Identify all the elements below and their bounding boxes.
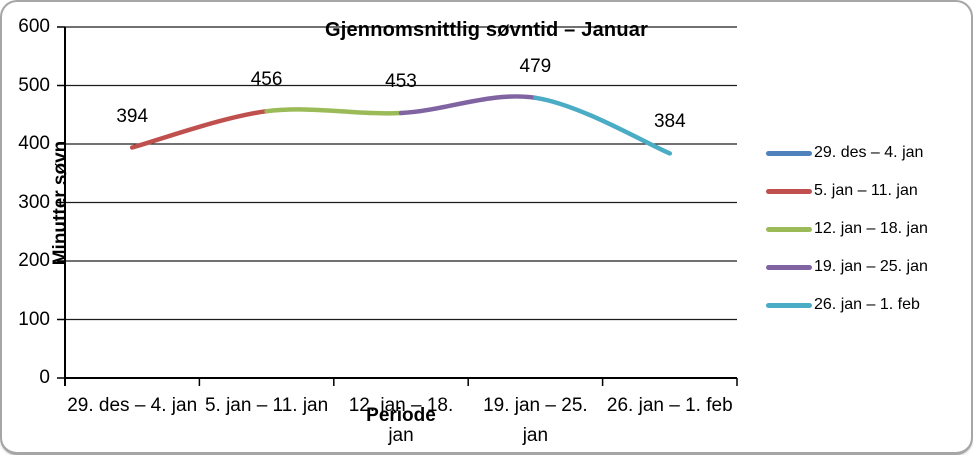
data-label: 384 xyxy=(653,111,686,133)
y-tick-label: 400 xyxy=(18,133,50,154)
data-label: 394 xyxy=(116,105,149,127)
data-label: 456 xyxy=(250,69,283,91)
chart-title: Gjennomsnittlig søvntid – Januar xyxy=(324,19,649,41)
legend-line-swatch xyxy=(766,264,812,270)
x-tick-label: 5. jan – 11. jan xyxy=(204,395,329,416)
x-tick-label: 12. jan – 18. jan xyxy=(348,395,454,446)
legend-label: 12. jan – 18. jan xyxy=(814,220,928,237)
y-axis-title: Minutter søvn xyxy=(50,140,71,266)
series-segment-2 xyxy=(264,107,404,116)
legend-line-swatch xyxy=(766,302,812,308)
series-segment-3 xyxy=(398,94,538,116)
legend-entry: 12. jan – 18. jan xyxy=(766,210,928,248)
y-tick-label: 200 xyxy=(18,250,50,271)
legend: 29. des – 4. jan 5. jan – 11. jan 12. jan … xyxy=(766,134,928,324)
legend-entry: 19. jan – 25. jan xyxy=(766,248,928,286)
legend-line-swatch xyxy=(766,188,812,194)
legend-entry: 29. des – 4. jan xyxy=(766,134,928,172)
legend-label: 19. jan – 25. jan xyxy=(814,258,928,275)
legend-label: 5. jan – 11. jan xyxy=(814,182,918,199)
y-tick-label: 300 xyxy=(18,191,50,213)
x-axis-title: Periode xyxy=(366,405,436,426)
series-segment-4 xyxy=(533,95,673,156)
legend-line-swatch xyxy=(766,226,812,232)
y-tick-label: 500 xyxy=(18,74,50,96)
y-tick-label: 600 xyxy=(18,16,50,37)
legend-entry: 5. jan – 11. jan xyxy=(766,172,928,210)
series-segment-1 xyxy=(129,108,269,150)
data-label: 453 xyxy=(385,70,417,92)
x-tick-label: 19. jan – 25. jan xyxy=(483,395,588,446)
x-tick-label: 29. des – 4. jan xyxy=(67,395,198,416)
data-label: 479 xyxy=(519,55,552,77)
legend-label: 29. des – 4. jan xyxy=(814,144,924,161)
legend-entry: 26. jan – 1. feb xyxy=(766,286,928,324)
x-tick-label: 26. jan – 1. feb xyxy=(606,395,733,416)
y-tick-label: 100 xyxy=(18,308,50,330)
y-tick-label: 0 xyxy=(39,367,50,388)
legend-label: 26. jan – 1. feb xyxy=(814,296,920,313)
legend-line-swatch xyxy=(766,150,812,156)
